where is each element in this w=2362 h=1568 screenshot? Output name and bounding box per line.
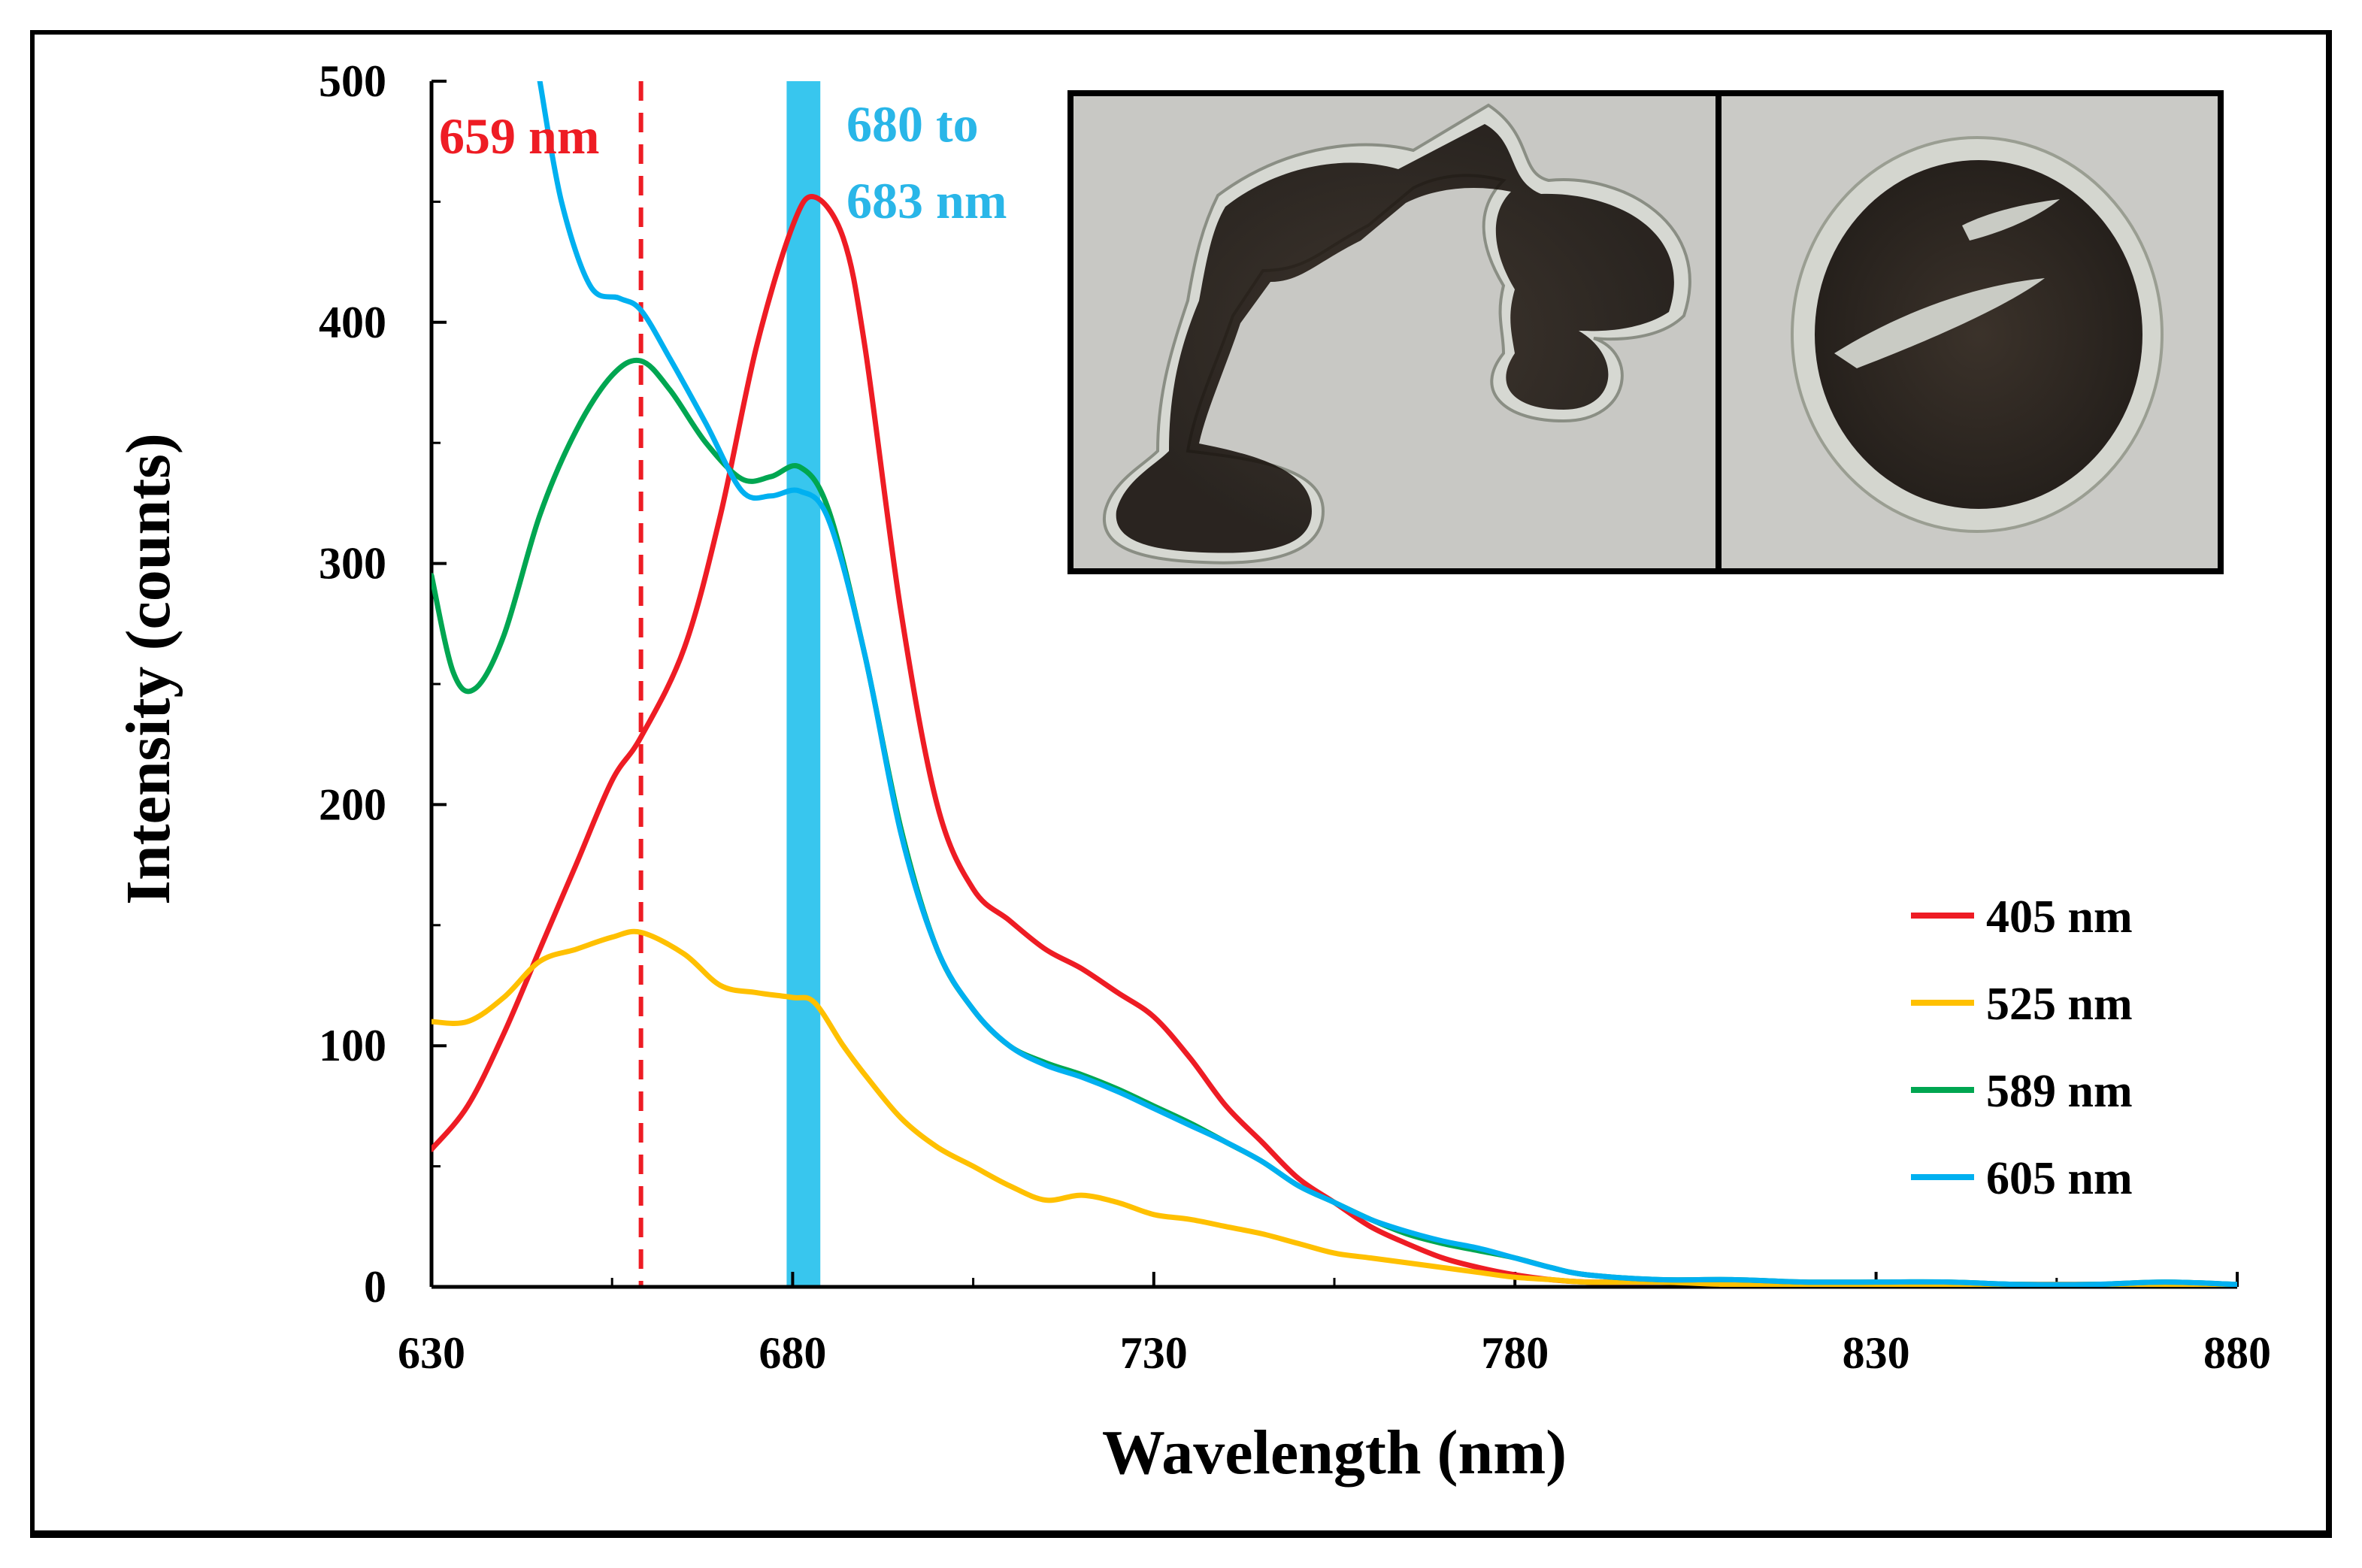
vline-label: 659 nm (439, 107, 599, 165)
legend-label: 525 nm (1986, 979, 2133, 1030)
x-tick-label: 780 (1481, 1328, 1549, 1378)
micrograph-inset (1067, 90, 2224, 574)
x-tick-label: 680 (759, 1328, 826, 1378)
chart-frame (30, 30, 2332, 1538)
series-line-605-nm (537, 81, 2237, 1287)
y-tick-label: 200 (319, 779, 386, 829)
round-cell-interior (1815, 160, 2142, 509)
series-layer (432, 81, 2237, 1287)
inset-right-cell (1791, 136, 2164, 533)
x-tick-label: 730 (1120, 1328, 1188, 1378)
inset-left-cells (1102, 103, 1691, 565)
band-label-line2: 683 nm (846, 172, 1007, 229)
round-cell-cleft (1834, 278, 2045, 368)
y-tick-label: 100 (319, 1021, 386, 1070)
y-tick-label: 500 (319, 56, 386, 106)
legend-label: 589 nm (1986, 1066, 2133, 1117)
x-tick-label: 830 (1843, 1328, 1910, 1378)
y-tick-label: 400 (319, 298, 386, 347)
y-axis-title: Intensity (counts) (114, 433, 183, 905)
wavelength-band (786, 81, 821, 1287)
x-axis-title: Wavelength (nm) (1102, 1418, 1567, 1488)
y-tick-label: 300 (319, 539, 386, 589)
x-tick-label: 630 (398, 1328, 465, 1378)
band-annotation-layer (786, 81, 821, 1287)
y-tick-label: 0 (364, 1262, 386, 1312)
legend-label: 405 nm (1986, 891, 2133, 943)
band-label-line1: 680 to (846, 95, 979, 153)
series-line-525-nm (432, 928, 2237, 1287)
inset-border (1067, 90, 2224, 574)
cell-chain-interior (1116, 124, 1674, 553)
round-cell-cleft-2 (1962, 199, 2060, 241)
tick-layer: 0 100 200 300 400 500 630 680 730 780 830 880 (319, 56, 2271, 1378)
x-tick-label: 880 (2203, 1328, 2271, 1378)
legend-label: 605 nm (1986, 1153, 2133, 1204)
legend: 405 nm 525 nm 589 nm 605 nm (1911, 891, 2133, 1204)
